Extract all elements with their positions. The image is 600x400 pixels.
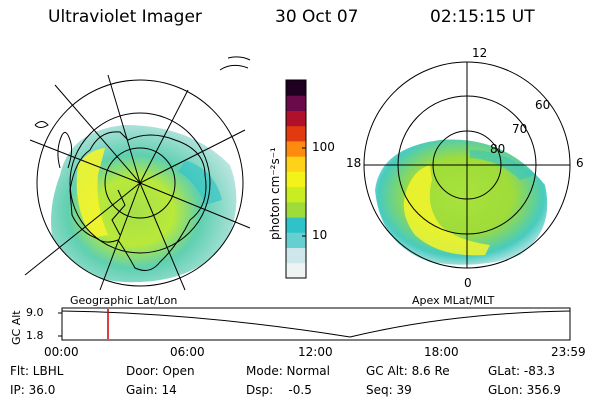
left-cyan-patch xyxy=(178,160,222,205)
colorbar-label: photon cm⁻²s⁻¹ xyxy=(268,147,282,240)
geographic-map xyxy=(24,56,251,291)
colorbar-segment xyxy=(286,110,306,127)
timeline-ylabel: GC Alt xyxy=(10,310,23,345)
lat-label-70: 70 xyxy=(512,122,528,136)
status-filter: Flt: LBHL xyxy=(10,364,64,378)
colorbar-segment xyxy=(286,247,306,264)
time-label: 02:15:15 UT xyxy=(430,7,535,27)
mlt-label-18: 18 xyxy=(346,156,362,170)
left-map-caption: Geographic Lat/Lon xyxy=(70,294,178,307)
colorbar-segment xyxy=(286,201,306,218)
lat-label-80: 80 xyxy=(490,142,506,156)
timeline-xtick-2359: 23:59 xyxy=(551,345,586,359)
altitude-curve xyxy=(61,310,571,338)
right-bright-band xyxy=(403,165,490,256)
status-door: Door: Open xyxy=(126,364,195,378)
timeline-xtick-0000: 00:00 xyxy=(44,345,79,359)
timeline-xtick-0600: 06:00 xyxy=(170,345,205,359)
colorbar-segment xyxy=(286,217,306,233)
app-title: Ultraviolet Imager xyxy=(48,7,202,27)
status-seq: Seq: 39 xyxy=(366,383,412,397)
status-glat: GLat: -83.3 xyxy=(488,364,555,378)
colorbar-segment xyxy=(286,186,306,203)
timeline-xtick-1200: 12:00 xyxy=(298,345,333,359)
status-glon: GLon: 356.9 xyxy=(488,383,561,397)
lat-label-60: 60 xyxy=(535,98,551,112)
timeline-xtick-1800: 18:00 xyxy=(424,345,459,359)
coastline xyxy=(69,131,207,271)
colorbar-segment xyxy=(286,80,306,96)
status-ip: IP: 36.0 xyxy=(10,383,56,397)
colorbar-segment xyxy=(286,156,306,172)
colorbar-segment xyxy=(286,95,306,111)
status-gc-alt: GC Alt: 8.6 Re xyxy=(366,364,450,378)
right-map-caption: Apex MLat/MLT xyxy=(412,294,495,307)
colorbar xyxy=(285,79,307,279)
mlt-label-12: 12 xyxy=(472,46,488,60)
colorbar-tick-100: 100 xyxy=(312,140,335,154)
colorbar-frame xyxy=(285,79,307,279)
left-grid-lines xyxy=(24,74,251,291)
colorbar-segment xyxy=(286,171,306,188)
south-america xyxy=(34,56,251,128)
colorbar-segment xyxy=(286,262,306,279)
date-label: 30 Oct 07 xyxy=(275,7,359,27)
colorbar-segment xyxy=(286,125,306,142)
timeline-ytick-9: 9.0 xyxy=(26,306,44,319)
status-gain: Gain: 14 xyxy=(126,383,177,397)
colorbar-segment xyxy=(286,140,306,157)
mlt-label-6: 6 xyxy=(576,156,584,170)
status-mode: Mode: Normal xyxy=(246,364,330,378)
mlt-label-0: 0 xyxy=(464,276,472,290)
peninsula xyxy=(57,131,73,169)
timeline-ytick-1-8: 1.8 xyxy=(26,329,44,342)
colorbar-tick-10: 10 xyxy=(312,228,328,242)
colorbar-segment xyxy=(286,232,306,249)
magnetic-map xyxy=(363,61,571,269)
status-dsp: Dsp: -0.5 xyxy=(246,383,312,397)
timeline-panel xyxy=(58,307,571,341)
